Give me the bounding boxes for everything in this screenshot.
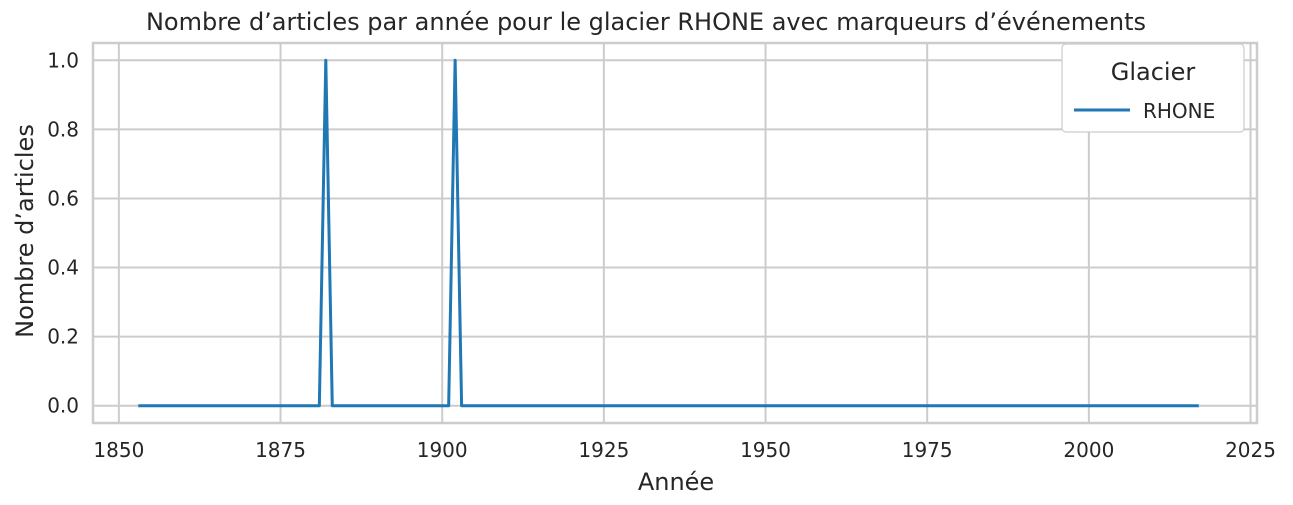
y-tick-label: 0.0 — [47, 394, 79, 418]
y-tick-label: 0.2 — [47, 325, 79, 349]
x-tick-label: 1875 — [255, 438, 306, 462]
chart-title: Nombre d’articles par année pour le glac… — [146, 8, 1146, 36]
legend-title: Glacier — [1111, 58, 1196, 86]
x-tick-label: 1900 — [417, 438, 468, 462]
x-tick-label: 2000 — [1063, 438, 1114, 462]
y-axis-label: Nombre d’articles — [11, 124, 39, 338]
legend: Glacier RHONE — [1061, 43, 1245, 133]
x-tick-label: 2025 — [1225, 438, 1276, 462]
y-tick-label: 1.0 — [47, 48, 79, 72]
plot-frame — [91, 41, 1259, 425]
legend-label-rhone: RHONE — [1143, 99, 1215, 123]
x-axis-label: Année — [638, 468, 714, 496]
series-layer — [138, 58, 1199, 408]
series-line-rhone — [138, 58, 1199, 408]
plot-area-border — [91, 41, 1259, 425]
x-tick-label: 1975 — [902, 438, 953, 462]
y-tick-label: 0.6 — [47, 186, 79, 210]
x-tick-label: 1850 — [93, 438, 144, 462]
y-axis-ticks: 0.0 0.2 0.4 0.6 0.8 1.0 — [47, 48, 79, 417]
y-tick-label: 0.4 — [47, 256, 79, 280]
x-axis-ticks: 1850 1875 1900 1925 1950 1975 2000 2025 — [93, 438, 1276, 462]
x-tick-label: 1925 — [578, 438, 629, 462]
x-tick-label: 1950 — [740, 438, 791, 462]
y-tick-label: 0.8 — [47, 117, 79, 141]
